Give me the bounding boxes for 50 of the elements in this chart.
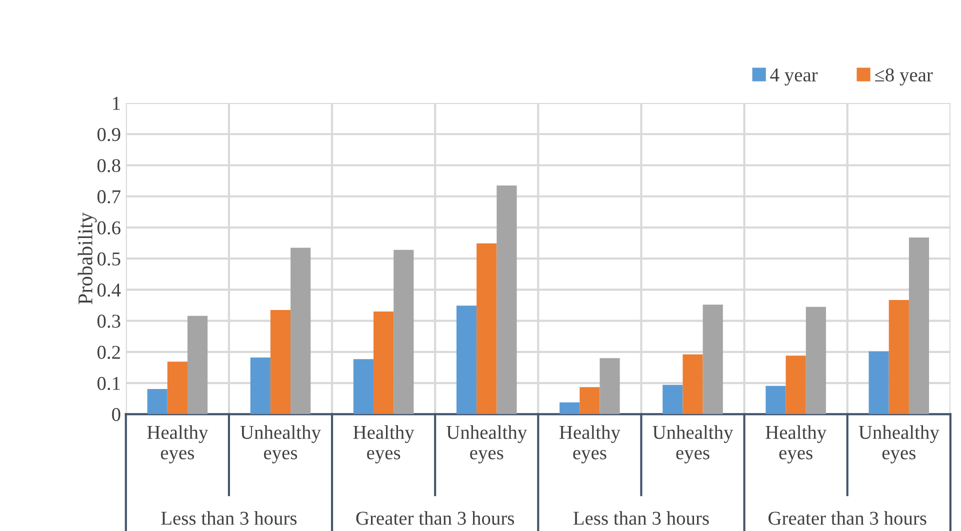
y-tick-label: 0.6: [97, 221, 120, 235]
bar: [496, 185, 517, 414]
x-tick-label: Unhealthy eyes: [858, 425, 940, 464]
y-tick-label: 0.2: [97, 346, 120, 359]
text: Less than 3 hours: [573, 511, 709, 525]
x-tick-label: Healthy eyes: [559, 425, 620, 464]
bar: [806, 306, 826, 414]
x-tick-label: Unhealthy eyes: [652, 425, 734, 464]
bar: [908, 237, 930, 414]
bar: [167, 362, 188, 414]
bar: [394, 250, 414, 414]
bar: [888, 300, 909, 414]
bar: [682, 354, 703, 414]
y-tick-label: 0.8: [97, 159, 120, 172]
legend-label: 4 year: [770, 68, 818, 86]
y-tick-label: 0.4: [97, 284, 121, 297]
bar: [662, 384, 683, 414]
x-tick-label: Healthy eyes: [353, 425, 414, 464]
bar: [374, 311, 394, 414]
bar: [250, 358, 270, 414]
y-tick-label: 0.9: [97, 128, 120, 142]
bar: [290, 248, 311, 414]
bar: [868, 351, 889, 414]
bar: [353, 359, 374, 414]
bar: [786, 356, 806, 414]
bar: [580, 387, 600, 414]
text: Greater than 3 hours: [768, 511, 926, 525]
text: Less than 3 hours: [161, 511, 297, 525]
y-tick-label: 0.5: [97, 252, 120, 266]
bar: [702, 304, 723, 414]
y-tick-label: 0.1: [97, 376, 120, 390]
bar: [766, 386, 786, 414]
text: Greater than 3 hours: [356, 511, 514, 525]
bar: [600, 358, 620, 414]
y-axis-title: Probability: [78, 212, 97, 304]
bar: [476, 243, 497, 414]
y-tick-label: 0.3: [97, 314, 120, 328]
y-tick-label: 0: [112, 408, 120, 422]
y-tick-label: 0.7: [97, 190, 120, 204]
bar: [270, 310, 291, 414]
x-tick-label: Unhealthy eyes: [446, 425, 528, 464]
y-tick-label: 1: [113, 96, 120, 110]
legend-label: ≤8 year: [875, 68, 933, 86]
bar: [560, 402, 580, 414]
x-tick-label: Unhealthy eyes: [240, 425, 321, 464]
bar: [456, 306, 477, 414]
x-tick-label: Healthy eyes: [766, 425, 827, 464]
bar: [147, 388, 168, 414]
x-tick-label: Healthy eyes: [147, 425, 208, 464]
bar: [187, 316, 208, 414]
